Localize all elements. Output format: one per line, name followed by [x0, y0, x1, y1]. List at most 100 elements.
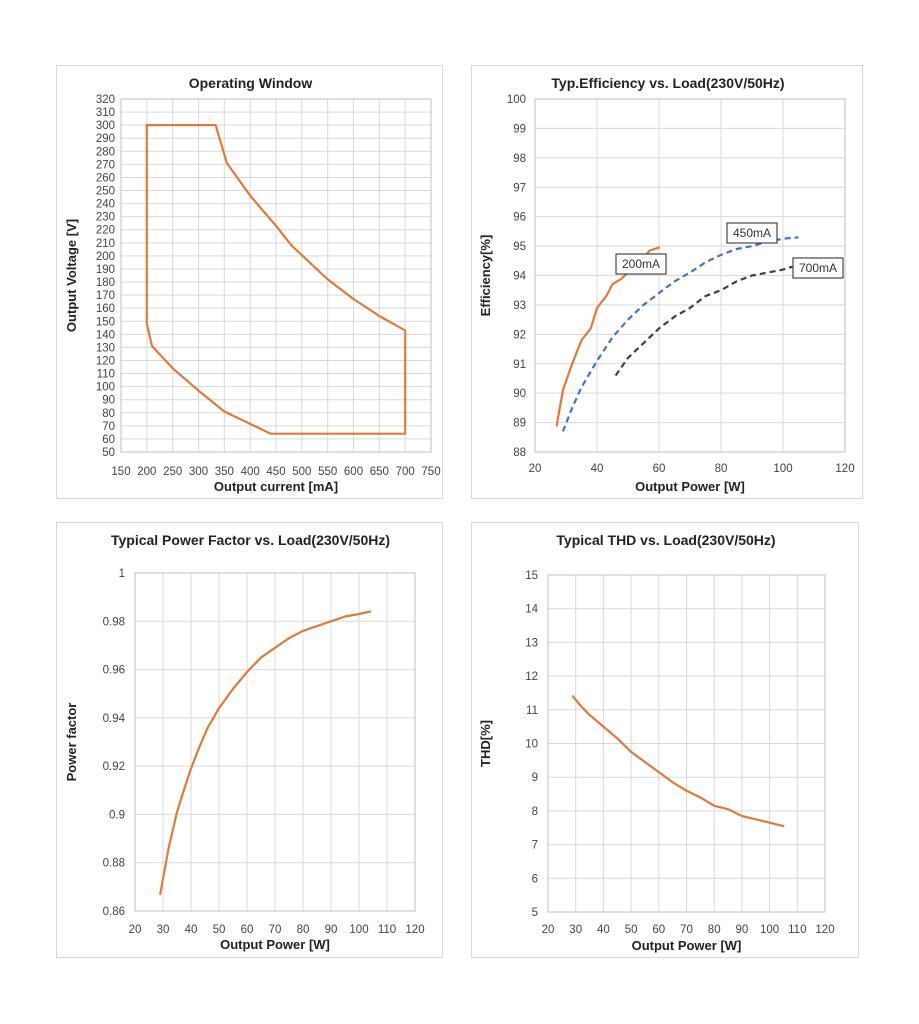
y-tick-label: 180 [96, 277, 115, 289]
y-tick-label: 150 [96, 316, 115, 328]
series-annotation: 450mA [726, 222, 778, 244]
y-tick-label: 0.92 [103, 761, 125, 773]
x-tick-label: 50 [213, 924, 226, 936]
y-tick-label: 96 [513, 212, 526, 224]
x-tick-label: 400 [241, 466, 260, 478]
y-tick-label: 92 [513, 329, 526, 341]
y-tick-label: 0.96 [103, 665, 125, 677]
x-tick-label: 50 [625, 924, 638, 936]
x-tick-label: 300 [189, 466, 208, 478]
y-axis-label: Efficiency[%] [478, 235, 493, 317]
x-tick-label: 350 [215, 466, 234, 478]
chart-title: Typ.Efficiency vs. Load(230V/50Hz) [551, 75, 784, 91]
y-tick-label: 7 [532, 840, 538, 852]
y-tick-label: 8 [532, 806, 538, 818]
y-tick-label: 130 [96, 342, 115, 354]
x-tick-label: 20 [529, 463, 542, 475]
y-tick-label: 140 [96, 329, 115, 341]
y-tick-label: 94 [513, 271, 526, 283]
x-axis-label: Output Power [W] [220, 937, 330, 952]
x-tick-label: 110 [788, 924, 806, 936]
y-tick-label: 9 [532, 772, 538, 784]
gridlines [547, 574, 826, 913]
x-tick-label: 450 [266, 466, 285, 478]
annotation-label: 700mA [799, 261, 837, 275]
y-tick-label: 80 [102, 408, 115, 420]
y-tick-label: 120 [96, 355, 115, 367]
x-tick-label: 30 [569, 924, 582, 936]
series-line-450mA [561, 236, 799, 432]
y-tick-label: 12 [525, 671, 538, 683]
y-tick-label: 70 [102, 421, 115, 433]
series-annotation: 200mA [615, 253, 667, 275]
y-tick-label: 13 [525, 637, 538, 649]
gridlines [120, 98, 432, 453]
y-tick-label: 230 [96, 212, 115, 224]
operating-window-panel: 150 200 250 300 350 400 450 500 550 600 650 700 750 5… [56, 65, 443, 499]
y-tick-label: 15 [525, 570, 538, 582]
thd-panel: 20 30 40 50 60 70 80 90 100 110 120 5 6 7 8 9 10 11 12 13 14… [471, 522, 859, 958]
x-tick-label: 70 [269, 924, 282, 936]
x-tick-label: 750 [421, 466, 440, 478]
x-tick-label: 40 [597, 924, 610, 936]
y-tick-label: 6 [532, 873, 538, 885]
x-tick-label: 100 [349, 924, 368, 936]
chart-svg: 20 40 60 80 100 120 88 89 90 91 92 93 94 95 96 97 98 99 10… [478, 75, 855, 494]
y-tick-label: 240 [96, 199, 115, 211]
y-tick-label: 0.9 [109, 809, 125, 821]
y-tick-label: 250 [96, 186, 115, 198]
y-tick-label: 320 [96, 94, 115, 106]
x-tick-label: 30 [157, 924, 170, 936]
y-tick-label: 290 [96, 133, 115, 145]
x-tick-label: 100 [773, 463, 792, 475]
plot-frame [534, 98, 846, 453]
x-tick-label: 90 [325, 924, 338, 936]
x-tick-label: 70 [680, 924, 693, 936]
y-tick-label: 1 [119, 568, 125, 580]
y-tick-label: 160 [96, 303, 115, 315]
x-tick-label: 500 [292, 466, 311, 478]
annotation-box [615, 253, 667, 275]
y-tick-label: 280 [96, 146, 115, 158]
y-tick-label: 0.94 [103, 713, 126, 725]
x-tick-label: 80 [715, 463, 728, 475]
y-tick-label: 90 [102, 395, 115, 407]
y-tick-label: 50 [102, 447, 115, 459]
x-tick-label: 250 [163, 466, 182, 478]
x-tick-label: 650 [370, 466, 389, 478]
x-tick-label: 100 [760, 924, 779, 936]
x-tick-label: 80 [297, 924, 310, 936]
y-tick-label: 0.98 [103, 616, 125, 628]
x-tick-label: 550 [318, 466, 337, 478]
gridlines [134, 572, 416, 912]
y-tick-label: 60 [102, 434, 115, 446]
x-tick-label: 60 [241, 924, 254, 936]
y-tick-label: 0.86 [103, 906, 125, 918]
y-tick-label: 89 [513, 418, 526, 430]
efficiency-panel: 20 40 60 80 100 120 88 89 90 91 92 93 94 95 96 97 98 99 10… [471, 65, 863, 499]
x-axis-label: Output Power [W] [635, 479, 745, 494]
x-tick-label: 120 [405, 924, 424, 936]
y-axis-label: Output Voltage [V] [64, 219, 79, 332]
y-tick-label: 300 [96, 120, 115, 132]
x-tick-label: 20 [129, 924, 142, 936]
y-tick-label: 91 [513, 359, 526, 371]
y-tick-label: 11 [526, 705, 538, 717]
series-line [159, 610, 372, 896]
x-tick-label: 90 [736, 924, 749, 936]
y-tick-label: 14 [525, 604, 538, 616]
chart-svg: 20 30 40 50 60 70 80 90 100 110 120 0.86 0.88 0.9 0.92… [64, 532, 425, 952]
y-tick-label: 5 [532, 907, 538, 919]
y-tick-label: 110 [97, 369, 115, 381]
y-tick-label: 97 [513, 182, 526, 194]
y-tick-label: 100 [507, 94, 526, 106]
y-tick-label: 98 [513, 153, 526, 165]
x-tick-label: 120 [815, 924, 834, 936]
y-tick-label: 10 [525, 739, 538, 751]
y-tick-label: 220 [96, 225, 115, 237]
x-tick-label: 120 [835, 463, 854, 475]
x-tick-label: 20 [542, 924, 555, 936]
x-tick-label: 110 [378, 924, 396, 936]
y-tick-label: 260 [96, 172, 115, 184]
y-tick-label: 190 [96, 264, 115, 276]
